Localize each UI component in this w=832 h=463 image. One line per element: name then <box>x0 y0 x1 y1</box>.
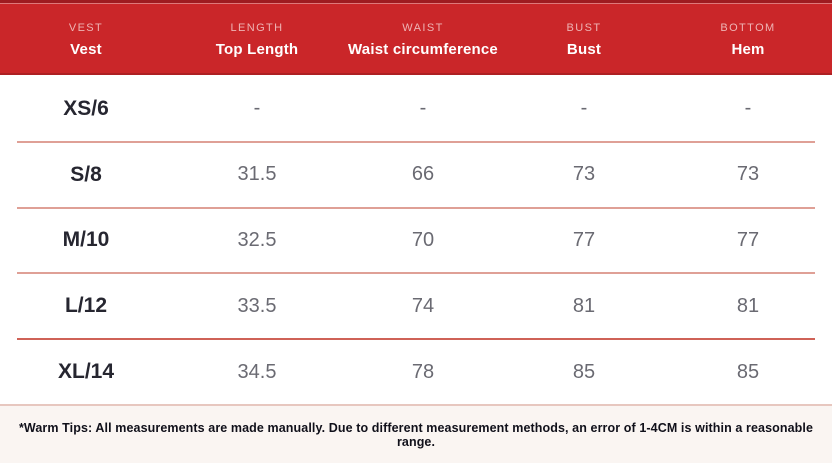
column-title: Vest <box>70 41 102 58</box>
table-row-m10: M/10 32.5 70 77 77 <box>0 209 832 273</box>
size-cell: S/8 <box>70 162 102 186</box>
value-cell: 73 <box>572 163 596 186</box>
row-divider <box>17 206 815 209</box>
value-cell: 33.5 <box>237 294 277 317</box>
value-cell: 70 <box>411 228 435 251</box>
value-cell: 31.5 <box>237 163 277 186</box>
value-cell: 81 <box>736 294 760 317</box>
table-row-xl14: XL/14 34.5 78 85 85 <box>0 340 832 404</box>
value-cell: 74 <box>411 294 435 317</box>
column-subtitle: WAIST <box>402 22 444 34</box>
value-cell: 66 <box>411 163 435 186</box>
column-header-vest: VEST Vest <box>0 20 172 58</box>
value-cell: 85 <box>736 360 760 383</box>
column-header-hem: BOTTOM Hem <box>664 20 832 58</box>
column-subtitle: LENGTH <box>230 22 284 34</box>
column-subtitle: VEST <box>68 22 104 34</box>
size-cell: M/10 <box>62 228 110 252</box>
row-divider <box>17 338 815 341</box>
value-cell: - <box>580 97 588 120</box>
value-cell: 34.5 <box>237 360 277 383</box>
size-cell: XL/14 <box>57 360 115 384</box>
column-header-top-length: LENGTH Top Length <box>172 20 342 58</box>
size-cell: L/12 <box>64 294 108 318</box>
table-row-s8: S/8 31.5 66 73 73 <box>0 143 832 207</box>
size-chart-header: VEST Vest LENGTH Top Length WAIST Waist … <box>0 0 832 75</box>
value-cell: 77 <box>572 228 596 251</box>
value-cell: 78 <box>411 360 435 383</box>
value-cell: - <box>419 97 427 120</box>
value-cell: 85 <box>572 360 596 383</box>
row-divider <box>17 140 815 143</box>
column-subtitle: BOTTOM <box>720 22 776 34</box>
table-row-xs6: XS/6 - - - - <box>0 77 832 141</box>
warm-tips-band: *Warm Tips: All measurements are made ma… <box>0 404 832 463</box>
column-title: Top Length <box>215 41 299 58</box>
row-divider <box>17 272 815 275</box>
column-title: Waist circumference <box>348 41 498 58</box>
value-cell: 77 <box>736 228 760 251</box>
size-cell: XS/6 <box>63 96 109 120</box>
table-row-l12: L/12 33.5 74 81 81 <box>0 274 832 338</box>
value-cell: - <box>253 97 261 120</box>
value-cell: 73 <box>736 163 760 186</box>
column-header-waist: WAIST Waist circumference <box>342 20 504 58</box>
column-title: Hem <box>731 41 765 58</box>
value-cell: - <box>744 97 752 120</box>
column-subtitle: BUST <box>566 22 602 34</box>
column-title: Bust <box>566 41 602 58</box>
warm-tips-text: *Warm Tips: All measurements are made ma… <box>18 420 814 449</box>
value-cell: 32.5 <box>237 228 277 251</box>
size-table: XS/6 - - - - S/8 31.5 66 73 73 M/10 32.5… <box>0 75 832 404</box>
column-header-bust: BUST Bust <box>504 20 664 58</box>
value-cell: 81 <box>572 294 596 317</box>
